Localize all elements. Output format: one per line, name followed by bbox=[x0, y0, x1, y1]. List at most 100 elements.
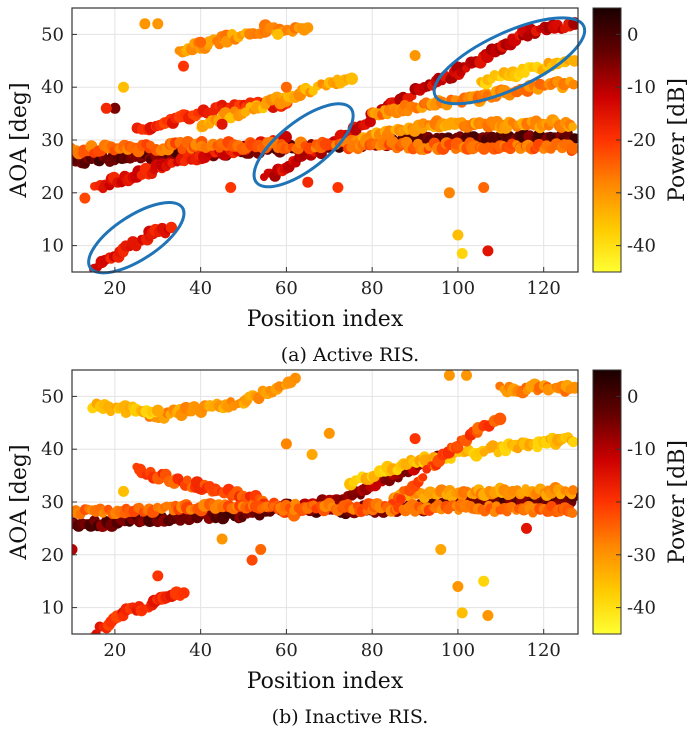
scatter-point bbox=[493, 412, 507, 426]
x-tick-label: 120 bbox=[527, 640, 561, 661]
scatter-point bbox=[409, 50, 421, 61]
scatter-point bbox=[478, 575, 490, 587]
caption-active-ris: (a) Active RIS. bbox=[281, 344, 419, 366]
x-tick-label: 20 bbox=[103, 640, 126, 661]
colorbar-tick-label: -30 bbox=[627, 545, 656, 566]
colorbar-title: Power [dB] bbox=[665, 440, 690, 564]
scatter-point bbox=[345, 72, 358, 85]
y-tick-label: 50 bbox=[41, 386, 64, 407]
scatter-point bbox=[478, 182, 490, 193]
scatter-point bbox=[246, 554, 258, 566]
scatter-point bbox=[567, 142, 578, 155]
y-tick-label: 20 bbox=[41, 545, 64, 566]
scatter-point bbox=[118, 81, 129, 93]
y-tick-label: 40 bbox=[41, 439, 64, 460]
scatter-point bbox=[302, 176, 314, 188]
colorbar-tick-label: -40 bbox=[627, 598, 656, 619]
scatter-point bbox=[195, 36, 207, 48]
colorbar-tick-label: 0 bbox=[627, 24, 638, 45]
x-tick-label: 40 bbox=[189, 640, 212, 661]
colorbar-tick-label: -10 bbox=[627, 439, 656, 460]
colorbar: 0 -10 -20 -30 -40 Power [dB] bbox=[592, 369, 690, 635]
scatter-point bbox=[521, 522, 532, 534]
colorbar-gradient bbox=[592, 369, 622, 635]
y-tick-label: 30 bbox=[41, 130, 64, 151]
x-axis-title: Position index bbox=[247, 307, 404, 332]
scatter-point bbox=[568, 122, 578, 132]
scatter-point bbox=[225, 182, 237, 193]
x-tick-label: 120 bbox=[527, 278, 561, 299]
scatter-point bbox=[178, 60, 189, 72]
y-tick-label: 10 bbox=[41, 236, 64, 257]
scatter-point bbox=[435, 544, 447, 555]
data-points bbox=[72, 370, 578, 634]
x-tick-label: 80 bbox=[361, 278, 384, 299]
scatter-point bbox=[151, 404, 164, 417]
scatter-point bbox=[482, 245, 494, 257]
scatter-point bbox=[568, 485, 578, 496]
highlight-ellipse bbox=[87, 201, 186, 275]
scatter-point bbox=[443, 370, 455, 381]
y-tick-label: 40 bbox=[41, 77, 64, 98]
scatter-point bbox=[272, 28, 284, 40]
scatter-point bbox=[452, 229, 464, 241]
x-tick-label: 40 bbox=[189, 278, 212, 299]
scatter-point bbox=[409, 433, 421, 445]
scatter-point bbox=[255, 544, 267, 555]
scatter-point bbox=[289, 372, 301, 384]
y-axis-title: AOA [deg] bbox=[7, 444, 32, 560]
scatter-point bbox=[456, 248, 468, 259]
scatter-point bbox=[400, 136, 413, 149]
scatter-point bbox=[302, 22, 314, 34]
scatter-point bbox=[396, 494, 406, 505]
panel-active-ris: 20 40 60 80 100 120 10 20 30 40 50 Position index AO… bbox=[7, 7, 690, 332]
data-points bbox=[72, 17, 578, 272]
scatter-point bbox=[139, 18, 151, 30]
scatter-point bbox=[567, 508, 578, 518]
scatter-point bbox=[152, 570, 164, 582]
scatter-point bbox=[216, 118, 228, 130]
colorbar-tick-label: 0 bbox=[627, 386, 638, 407]
x-tick-label: 100 bbox=[441, 278, 475, 299]
scatter-point bbox=[109, 102, 121, 114]
scatter-point bbox=[461, 370, 472, 381]
scatter-point bbox=[418, 473, 428, 482]
x-tick-label: 80 bbox=[361, 640, 384, 661]
colorbar-tick-label: -20 bbox=[627, 492, 656, 513]
scatter-point bbox=[182, 475, 192, 485]
scatter-point bbox=[100, 102, 112, 114]
scatter-point bbox=[165, 221, 177, 234]
scatter-point bbox=[216, 533, 228, 545]
scatter-point bbox=[568, 79, 578, 90]
x-tick-label: 20 bbox=[103, 278, 126, 299]
scatter-point bbox=[332, 182, 344, 193]
scatter-point bbox=[178, 587, 190, 599]
scatter-point bbox=[280, 438, 292, 450]
panel-inactive-ris: 20 40 60 80 100 120 10 20 30 40 50 Position index AO… bbox=[7, 369, 690, 694]
scatter-point bbox=[221, 35, 233, 48]
scatter-point bbox=[482, 610, 494, 621]
y-tick-label: 50 bbox=[41, 24, 64, 45]
scatter-point bbox=[452, 581, 464, 592]
x-tick-label: 60 bbox=[275, 278, 298, 299]
x-tick-label: 100 bbox=[441, 640, 475, 661]
scatter-point bbox=[118, 485, 129, 497]
highlight-ellipse bbox=[252, 102, 355, 189]
scatter-point bbox=[493, 448, 503, 458]
scatter-point bbox=[443, 187, 455, 199]
caption-inactive-ris: (b) Inactive RIS. bbox=[272, 706, 429, 728]
colorbar-tick-label: -20 bbox=[627, 130, 656, 151]
scatter-point bbox=[323, 427, 335, 439]
scatter-point bbox=[280, 81, 292, 93]
colorbar-tick-label: -10 bbox=[627, 77, 656, 98]
colorbar-tick-label: -30 bbox=[627, 183, 656, 204]
colorbar-title: Power [dB] bbox=[665, 78, 690, 202]
y-axis-title: AOA [deg] bbox=[7, 82, 32, 198]
y-tick-label: 30 bbox=[41, 492, 64, 513]
scatter-point bbox=[456, 607, 468, 619]
scatter-point bbox=[152, 18, 164, 30]
scatter-point bbox=[306, 449, 318, 460]
scatter-point bbox=[568, 381, 578, 394]
scatter-point bbox=[79, 192, 91, 204]
